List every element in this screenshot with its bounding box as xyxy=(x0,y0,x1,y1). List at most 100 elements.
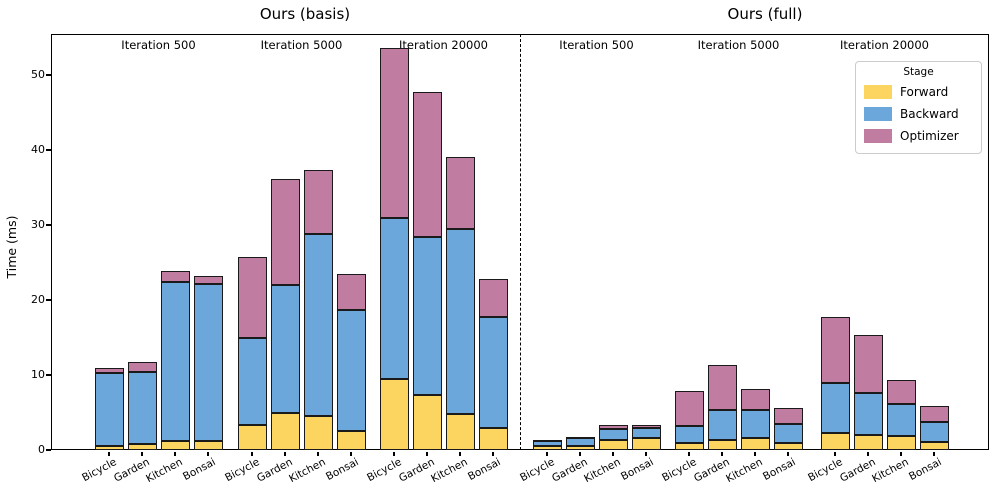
bar-segment-forward xyxy=(773,443,803,450)
x-tick-mark xyxy=(834,451,836,456)
bar-segment-forward xyxy=(478,427,508,450)
legend-row-optimizer: Optimizer xyxy=(864,125,973,147)
bar-segment-optimizer xyxy=(919,405,949,422)
bar-segment-forward xyxy=(445,414,475,450)
legend-label-backward: Backward xyxy=(900,107,959,121)
y-tick-label: 20 xyxy=(31,293,45,306)
bar-segment-forward xyxy=(193,441,223,450)
bar-segment-forward xyxy=(412,394,442,450)
bar-segment-forward xyxy=(565,445,595,450)
bar-segment-backward xyxy=(478,316,508,428)
x-tick-mark xyxy=(426,451,428,456)
x-tick-mark xyxy=(317,451,319,456)
x-tick-mark xyxy=(141,451,143,456)
bar-segment-backward xyxy=(631,428,661,439)
bar-segment-backward xyxy=(820,382,850,433)
legend-label-forward: Forward xyxy=(900,85,949,99)
bar-segment-optimizer xyxy=(773,408,803,424)
x-tick-mark xyxy=(459,451,461,456)
y-tick-label: 50 xyxy=(31,68,45,81)
legend-row-forward: Forward xyxy=(864,81,973,103)
bar-segment-optimizer xyxy=(237,256,267,339)
bar-segment-backward xyxy=(127,372,157,444)
y-tick-label: 10 xyxy=(31,368,45,381)
bar-segment-forward xyxy=(853,435,883,450)
iteration-group-label: Iteration 20000 xyxy=(839,38,930,52)
iteration-group-label: Iteration 5000 xyxy=(260,38,343,52)
bar-segment-backward xyxy=(303,234,333,416)
bar-segment-optimizer xyxy=(193,276,223,284)
x-tick-mark xyxy=(393,451,395,456)
bar-segment-backward xyxy=(412,237,442,395)
bar-segment-backward xyxy=(886,403,916,436)
y-tick-mark xyxy=(46,224,51,226)
bar-segment-backward xyxy=(919,421,949,442)
y-tick-label: 30 xyxy=(31,218,45,231)
bar-segment-optimizer xyxy=(379,48,409,218)
x-tick-mark xyxy=(492,451,494,456)
bar-segment-optimizer xyxy=(598,425,628,429)
x-tick-mark xyxy=(900,451,902,456)
bar-segment-backward xyxy=(773,423,803,444)
bar-segment-backward xyxy=(740,409,770,438)
backward-swatch-icon xyxy=(864,107,892,121)
bar-segment-optimizer xyxy=(886,379,916,404)
bar-segment-optimizer xyxy=(631,424,661,429)
x-tick-mark xyxy=(207,451,209,456)
y-tick-mark xyxy=(46,149,51,151)
bar-segment-optimizer xyxy=(127,362,157,372)
x-tick-mark xyxy=(174,451,176,456)
y-tick-label: 40 xyxy=(31,143,45,156)
bar-segment-optimizer xyxy=(94,368,124,373)
x-tick-mark xyxy=(612,451,614,456)
iteration-group-label: Iteration 500 xyxy=(121,38,196,52)
bar-segment-optimizer xyxy=(270,178,300,285)
bar-segment-forward xyxy=(379,378,409,450)
x-tick-mark xyxy=(579,451,581,456)
x-tick-mark xyxy=(108,451,110,456)
legend-title: Stage xyxy=(903,66,934,78)
iteration-group-label: Iteration 500 xyxy=(559,38,634,52)
bar-segment-optimizer xyxy=(445,156,475,229)
bar-segment-backward xyxy=(270,285,300,413)
bar-segment-backward xyxy=(674,426,704,443)
bar-segment-forward xyxy=(160,441,190,450)
bar-segment-backward xyxy=(707,409,737,441)
bar-segment-forward xyxy=(303,415,333,450)
y-tick-mark xyxy=(46,374,51,376)
x-tick-mark xyxy=(867,451,869,456)
forward-swatch-icon xyxy=(864,85,892,99)
legend-row-backward: Backward xyxy=(864,103,973,125)
bar-segment-optimizer xyxy=(853,335,883,393)
legend: Stage Forward Backward Optimizer xyxy=(855,61,982,154)
bar-segment-backward xyxy=(445,228,475,414)
bar-segment-optimizer xyxy=(820,317,850,383)
bar-segment-forward xyxy=(674,442,704,450)
y-tick-label: 0 xyxy=(38,443,45,456)
bar-segment-forward xyxy=(237,425,267,450)
x-tick-mark xyxy=(251,451,253,456)
panel-separator-dashed-line xyxy=(520,34,521,450)
bar-segment-optimizer xyxy=(740,389,770,410)
bar-segment-backward xyxy=(237,338,267,426)
x-tick-mark xyxy=(688,451,690,456)
panel-title-basis: Ours (basis) xyxy=(259,5,351,23)
bar-segment-forward xyxy=(631,438,661,450)
bar-segment-backward xyxy=(598,429,628,441)
bar-segment-forward xyxy=(820,432,850,450)
bar-segment-forward xyxy=(336,430,366,450)
bar-segment-forward xyxy=(919,441,949,450)
x-tick-mark xyxy=(787,451,789,456)
bar-segment-forward xyxy=(598,440,628,450)
bar-segment-optimizer xyxy=(412,91,442,237)
bar-segment-backward xyxy=(94,372,124,446)
x-tick-mark xyxy=(350,451,352,456)
y-tick-mark xyxy=(46,299,51,301)
x-tick-mark xyxy=(645,451,647,456)
bar-segment-backward xyxy=(160,282,190,441)
y-tick-mark xyxy=(46,449,51,451)
bar-segment-optimizer xyxy=(478,279,508,317)
bar-segment-optimizer xyxy=(674,390,704,426)
x-tick-mark xyxy=(546,451,548,456)
